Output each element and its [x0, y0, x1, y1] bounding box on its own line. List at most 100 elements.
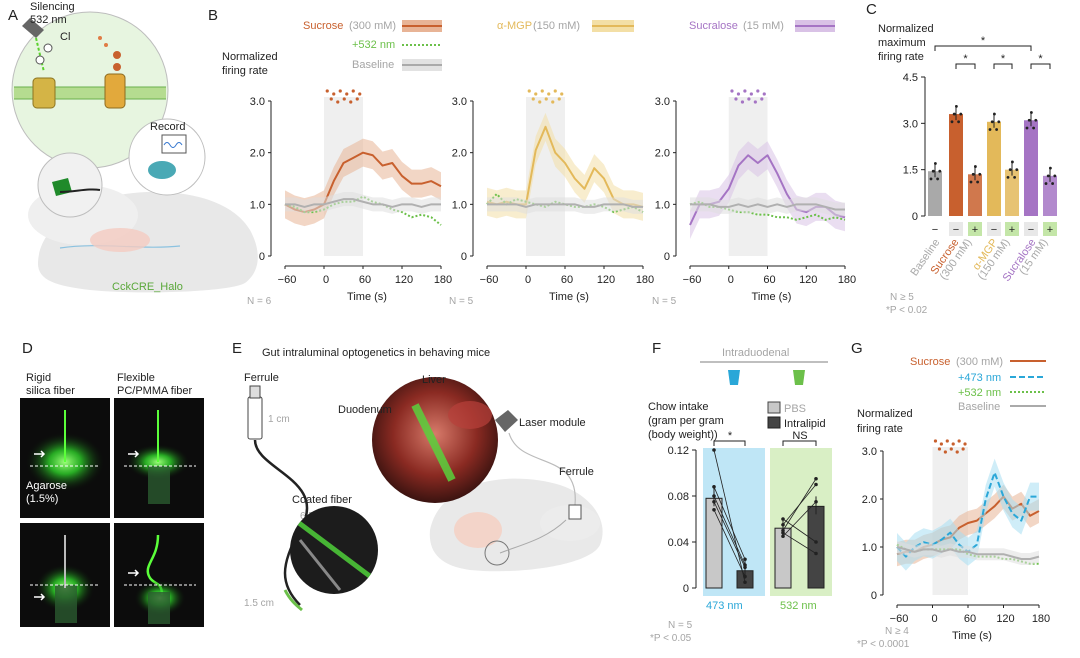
- g-legend-sucrose-conc: (300 mM): [956, 356, 1003, 368]
- x-axis-label: Time (s): [347, 291, 387, 303]
- panel-f: F Intraduodenal Chow intake (gram per gr…: [648, 340, 832, 644]
- f-sig-star: *: [728, 430, 733, 442]
- f-paired-line: [782, 518, 817, 543]
- c-data-point: [1013, 175, 1016, 179]
- f-y-tick-label: 0.12: [668, 445, 689, 457]
- sem-band: [487, 197, 643, 214]
- c-bar: [987, 121, 1001, 216]
- wavelength-label: 532 nm: [30, 14, 67, 26]
- c-data-point: [969, 180, 973, 184]
- f-y-tick-label: 0: [683, 583, 689, 595]
- c-data-point: [1053, 174, 1057, 178]
- g-legend-blue: +473 nm: [958, 372, 1001, 384]
- panel-g: G Sucrose (300 mM) +473 nm +532 nm Basel…: [851, 340, 1050, 650]
- f-data-point: [743, 565, 747, 570]
- legend-green: +532 nm: [352, 39, 395, 51]
- laser-cable: [508, 432, 576, 506]
- b-subplot-2: 3.0 2.0 1.0 0 −60 0 60 120 180 Time (s) N = 5: [449, 89, 654, 307]
- y-tick-label: 3.0: [250, 96, 265, 108]
- c-p-label: *P < 0.02: [886, 305, 928, 316]
- c-data-point: [950, 120, 954, 124]
- f-data-point: [781, 531, 785, 535]
- arrow-icon: [128, 569, 140, 577]
- x-tick-label: −60: [683, 274, 702, 286]
- stimulus-dot: [747, 97, 751, 101]
- c-y-tick-label: 0: [912, 211, 918, 223]
- stimulus-dot: [540, 89, 544, 93]
- c-data-point: [990, 120, 994, 124]
- legend-pbs-swatch: [767, 401, 781, 414]
- c-sig-bracket: [934, 45, 1032, 51]
- c-sig-star: *: [963, 53, 968, 65]
- green-wavelength-label: 532 nm: [780, 600, 817, 612]
- stimulus-dot: [734, 97, 738, 101]
- tip-length-label: 1.5 cm: [244, 598, 274, 609]
- c-data-point: [952, 112, 956, 116]
- series-line-baseline: [690, 203, 845, 211]
- panel-d-label: D: [22, 340, 33, 357]
- laser-label: Laser module: [519, 417, 586, 429]
- stimulus-dot: [557, 97, 561, 101]
- x-tick-label: 120: [996, 613, 1014, 625]
- ferrule-on-mouse: [568, 504, 582, 520]
- fiber-in-duodenum: [411, 403, 456, 482]
- f-paired-line: [713, 449, 746, 583]
- c-sig-star: *: [981, 35, 986, 47]
- c-light-cell: [1024, 222, 1038, 236]
- stimulus-dot: [531, 97, 535, 101]
- f-data-point: [743, 580, 747, 585]
- f-bar: [807, 505, 825, 589]
- y-tick-label: 3.0: [655, 96, 670, 108]
- f-paired-line: [713, 495, 746, 566]
- b-subplot-3: 3.0 2.0 1.0 0 −60 0 60 120 180 Time (s) N = 5: [652, 89, 856, 307]
- agarose-label-1: Agarose: [26, 480, 67, 492]
- c-data-point: [1044, 182, 1048, 185]
- c-light-cell: [949, 222, 963, 236]
- c-sig-bracket: [993, 63, 1013, 69]
- x-tick-label: 60: [964, 613, 976, 625]
- x-tick-label: 60: [359, 274, 371, 286]
- fiber-in-mouse: [499, 519, 567, 554]
- g-p-label: *P < 0.0001: [857, 639, 910, 650]
- legend-sucrose: Sucrose: [303, 20, 343, 32]
- c-light-mark: −: [991, 224, 997, 236]
- c-ylabel-1: Normalized: [878, 23, 934, 35]
- fiber-tip: [283, 589, 303, 612]
- g-ylabel-1: Normalized: [857, 408, 913, 420]
- f-sig-bracket: [713, 440, 746, 446]
- series-line-baseline: [285, 198, 441, 208]
- stimulus-dot: [551, 100, 555, 104]
- stimulus-dot: [963, 442, 967, 446]
- one-cm-label: 1 cm: [268, 414, 290, 425]
- c-light-mark: +: [972, 224, 978, 236]
- y-tick-label: 0: [461, 251, 467, 263]
- x-tick-label: −60: [278, 274, 297, 286]
- y-tick-label: 1.0: [452, 199, 467, 211]
- c-data-point: [993, 112, 996, 116]
- stimulus-dot: [355, 97, 359, 101]
- blue-laser-icon: [728, 370, 740, 385]
- nerve-ending: [59, 188, 101, 193]
- legend-lipid-swatch: [767, 416, 781, 429]
- f-ns-bracket: [782, 440, 817, 446]
- stimulus-dot: [349, 100, 353, 104]
- c-data-point: [1046, 174, 1050, 178]
- x-tick-label: 0: [323, 274, 329, 286]
- panel-b-label: B: [208, 7, 218, 24]
- stimulus-dot: [933, 439, 938, 443]
- cation: [98, 36, 102, 40]
- stimulus-dot: [342, 97, 346, 101]
- c-data-point: [938, 169, 942, 173]
- f-paired-line: [713, 509, 746, 577]
- c-data-point: [1006, 175, 1010, 179]
- f-bar-chart: 0.12 0.08 0.04 0 * NS: [668, 430, 832, 596]
- x-tick-label: 180: [1032, 613, 1050, 625]
- c-data-point: [931, 169, 935, 173]
- silencing-label: Silencing: [30, 1, 75, 13]
- f-paired-line: [782, 484, 817, 526]
- recording-trace: [163, 142, 183, 148]
- x-tick-label: 0: [728, 274, 734, 286]
- c-sig-bracket: [955, 63, 976, 69]
- stimulus-dot: [730, 89, 734, 93]
- x-tick-label: 120: [395, 274, 413, 286]
